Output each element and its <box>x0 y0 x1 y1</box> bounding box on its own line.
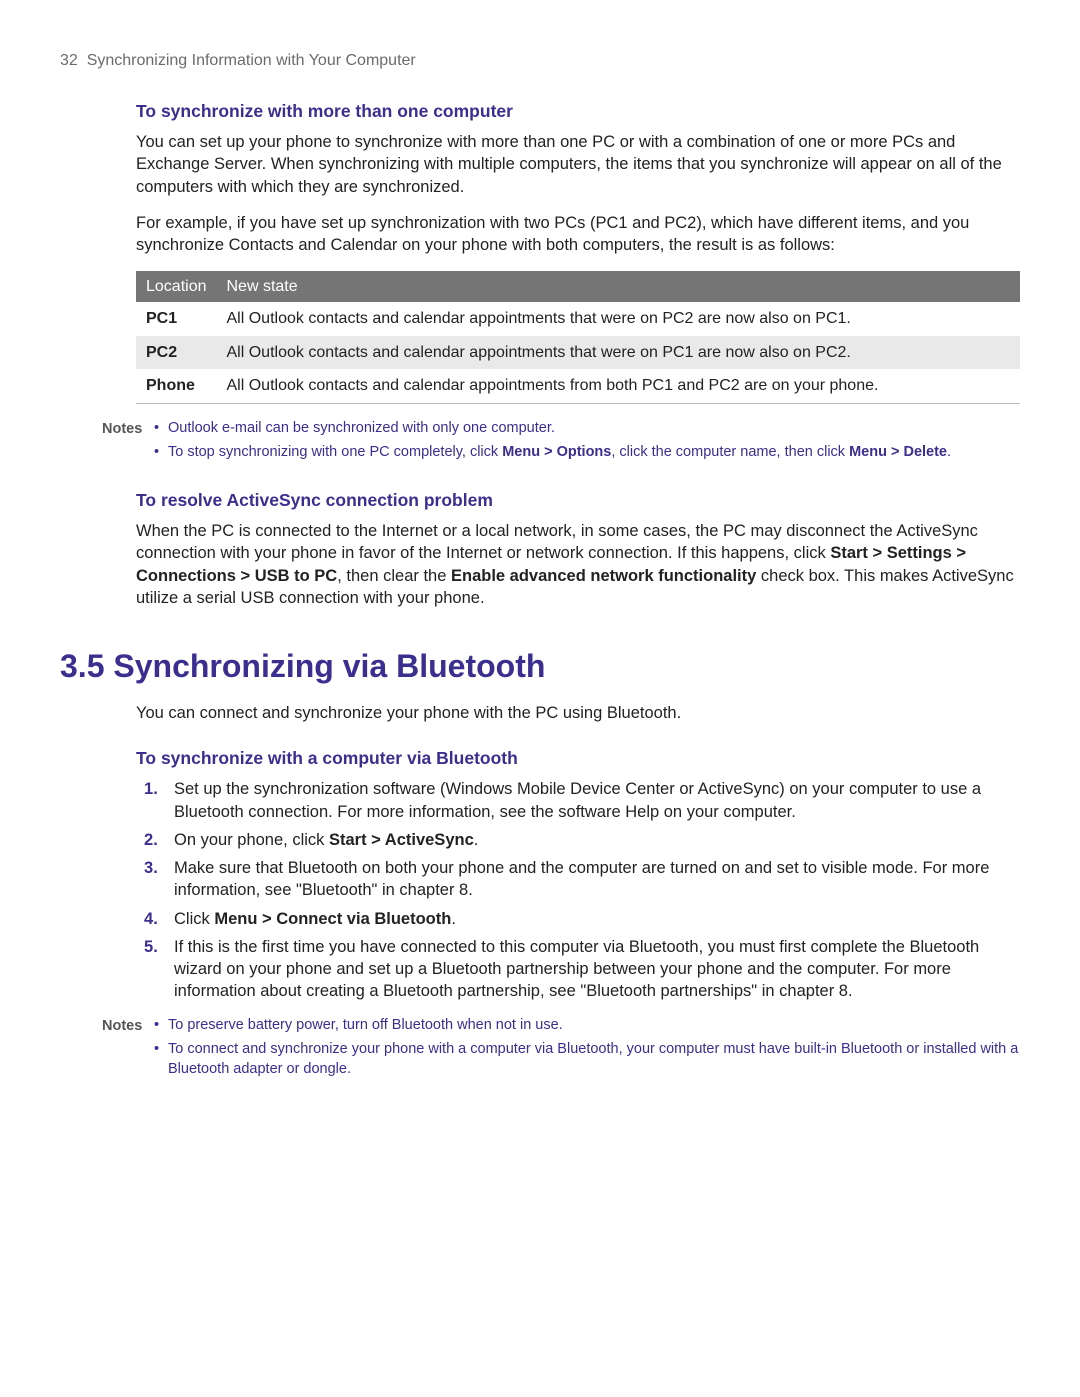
para: You can set up your phone to synchronize… <box>136 131 1020 198</box>
table-cell: All Outlook contacts and calendar appoin… <box>217 336 1021 370</box>
note-item: Outlook e-mail can be synchronized with … <box>152 418 1020 438</box>
page-number: 32 <box>60 52 78 69</box>
notes-block: Notes To preserve battery power, turn of… <box>102 1015 1020 1084</box>
table-cell: All Outlook contacts and calendar appoin… <box>217 302 1021 336</box>
para: For example, if you have set up synchron… <box>136 212 1020 257</box>
step-item: Make sure that Bluetooth on both your ph… <box>162 857 1020 902</box>
step-item: If this is the first time you have conne… <box>162 936 1020 1003</box>
step-item: On your phone, click Start > ActiveSync. <box>162 829 1020 851</box>
section-title: 3.5 Synchronizing via Bluetooth <box>60 645 1020 688</box>
note-item: To preserve battery power, turn off Blue… <box>152 1015 1020 1035</box>
para: When the PC is connected to the Internet… <box>136 520 1020 609</box>
steps-list: Set up the synchronization software (Win… <box>136 778 1020 1002</box>
subheading-sync-multiple: To synchronize with more than one comput… <box>136 100 1020 124</box>
subheading-activesync-problem: To resolve ActiveSync connection problem <box>136 489 1020 513</box>
step-item: Set up the synchronization software (Win… <box>162 778 1020 823</box>
table-row: PC1 All Outlook contacts and calendar ap… <box>136 302 1020 336</box>
step-item: Click Menu > Connect via Bluetooth. <box>162 908 1020 930</box>
page-header: 32 Synchronizing Information with Your C… <box>60 50 1020 72</box>
table-header: New state <box>217 271 1021 303</box>
notes-label: Notes <box>102 418 152 467</box>
table-row: Phone All Outlook contacts and calendar … <box>136 369 1020 403</box>
table-cell: PC2 <box>136 336 217 370</box>
note-item: To stop synchronizing with one PC comple… <box>152 442 1020 462</box>
table-cell: PC1 <box>136 302 217 336</box>
content-body: To synchronize with more than one comput… <box>60 100 1020 610</box>
subheading-bluetooth-sync: To synchronize with a computer via Bluet… <box>136 747 1020 771</box>
para: You can connect and synchronize your pho… <box>136 702 1020 724</box>
table-cell: All Outlook contacts and calendar appoin… <box>217 369 1021 403</box>
table-cell: Phone <box>136 369 217 403</box>
chapter-title: Synchronizing Information with Your Comp… <box>87 52 416 69</box>
content-body: You can connect and synchronize your pho… <box>60 702 1020 1083</box>
table-header: Location <box>136 271 217 303</box>
table-row: PC2 All Outlook contacts and calendar ap… <box>136 336 1020 370</box>
notes-list: To preserve battery power, turn off Blue… <box>152 1015 1020 1084</box>
notes-label: Notes <box>102 1015 152 1084</box>
notes-block: Notes Outlook e-mail can be synchronized… <box>102 418 1020 467</box>
notes-list: Outlook e-mail can be synchronized with … <box>152 418 1020 467</box>
sync-result-table: Location New state PC1 All Outlook conta… <box>136 271 1020 404</box>
note-item: To connect and synchronize your phone wi… <box>152 1039 1020 1080</box>
